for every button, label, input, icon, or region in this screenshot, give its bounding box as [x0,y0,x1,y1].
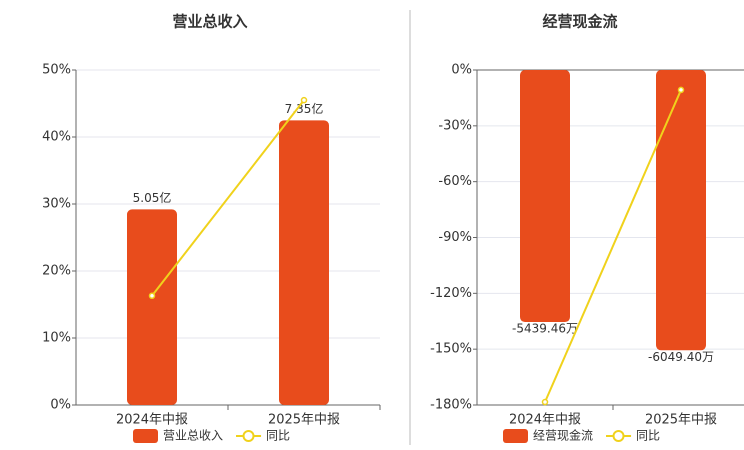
bar [127,209,177,405]
y-tick-label: -150% [430,342,472,357]
bar [520,70,570,323]
legend-swatch-point [612,430,625,442]
x-tick-label: 2025年中报 [268,413,340,428]
point [300,96,308,104]
y-tick-label: -120% [430,286,472,301]
line [544,89,682,403]
x-tick-label: 2025年中报 [645,413,717,428]
y-tick-label: -60% [438,174,472,189]
point [677,86,685,94]
chart-title: 经营现金流 [542,13,617,31]
legend-swatch-point [242,430,255,442]
line [151,99,305,297]
y-tick-label: 10% [42,331,71,346]
legend-label: 同比 [636,429,660,443]
y-tick-label: 0% [451,63,472,78]
legend-swatch [503,429,528,443]
value-label: 5.05亿 [133,190,172,205]
y-tick-label: 50% [42,63,71,78]
bar [656,70,706,351]
y-tick-label: -90% [438,230,472,245]
point [541,398,549,406]
y-tick-label: -180% [430,398,472,413]
legend-label: 同比 [266,429,290,443]
legend-label: 经营现金流 [533,428,593,443]
y-tick-label: 30% [42,197,71,212]
point [148,292,156,300]
y-tick-label: -30% [438,118,472,133]
value-label: -6049.40万 [648,350,714,364]
y-tick-label: 20% [42,264,71,279]
chart-title: 营业总收入 [172,13,247,31]
legend-swatch [133,429,158,443]
legend-label: 营业总收入 [163,429,223,443]
value-label: -5439.46万 [512,322,578,336]
y-tick-label: 0% [50,398,71,413]
y-tick-label: 40% [42,130,71,145]
x-tick-label: 2024年中报 [509,413,581,428]
bar [279,120,329,406]
x-tick-label: 2024年中报 [116,413,188,428]
